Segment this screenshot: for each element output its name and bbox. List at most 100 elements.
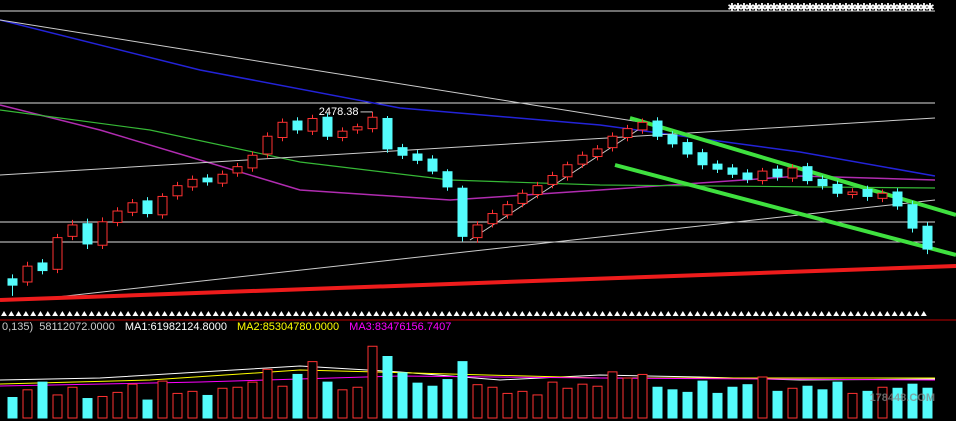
candle-body bbox=[457, 187, 468, 237]
volume-bar bbox=[397, 372, 408, 419]
volume-bar bbox=[112, 391, 123, 419]
marker bbox=[366, 311, 372, 316]
marker bbox=[66, 311, 73, 316]
candle-body bbox=[577, 154, 588, 165]
marker bbox=[855, 311, 862, 316]
marker bbox=[44, 311, 51, 316]
candle-body bbox=[277, 121, 288, 139]
volume-bar bbox=[277, 385, 288, 419]
marker bbox=[913, 311, 920, 316]
marker bbox=[752, 311, 759, 316]
candle-body bbox=[412, 153, 423, 161]
candle-body bbox=[682, 142, 693, 155]
marker bbox=[512, 311, 518, 316]
marker bbox=[95, 311, 102, 316]
marker bbox=[636, 311, 643, 316]
candle-body bbox=[592, 148, 603, 158]
marker bbox=[453, 311, 460, 316]
marker bbox=[278, 311, 285, 316]
volume-bar bbox=[142, 399, 153, 419]
volume-bar bbox=[502, 392, 513, 419]
marker bbox=[183, 311, 190, 316]
marker bbox=[212, 311, 219, 316]
volume-bar bbox=[757, 376, 768, 419]
marker: ✱ bbox=[799, 2, 808, 14]
volume-bar bbox=[187, 390, 198, 419]
marker bbox=[570, 311, 577, 316]
marker: ✱ bbox=[925, 2, 934, 14]
marker bbox=[898, 311, 905, 316]
volume-bar bbox=[772, 390, 783, 419]
marker bbox=[606, 311, 613, 316]
marker bbox=[847, 311, 854, 316]
volume-bar bbox=[202, 394, 213, 419]
marker bbox=[190, 311, 197, 316]
volume-bar bbox=[82, 398, 93, 419]
marker bbox=[117, 311, 124, 316]
marker bbox=[154, 311, 161, 316]
marker: ✱ bbox=[847, 2, 856, 14]
marker bbox=[74, 311, 80, 316]
marker bbox=[168, 311, 175, 316]
marker bbox=[387, 311, 394, 316]
candle-body bbox=[787, 167, 798, 179]
marker bbox=[782, 311, 789, 316]
candle-body bbox=[472, 224, 483, 239]
marker: ✱ bbox=[859, 2, 868, 14]
marker: ✱ bbox=[823, 2, 832, 14]
volume-bar bbox=[847, 392, 858, 419]
marker bbox=[709, 311, 716, 316]
marker bbox=[52, 311, 59, 316]
volume-bar bbox=[667, 389, 678, 419]
marker bbox=[358, 311, 365, 316]
volume-bar bbox=[262, 368, 273, 419]
volume-bar bbox=[577, 383, 588, 419]
marker bbox=[256, 311, 263, 316]
marker bbox=[884, 311, 891, 316]
volume-bar bbox=[292, 373, 303, 419]
candle-body bbox=[712, 163, 723, 170]
candle-body bbox=[37, 262, 48, 272]
marker bbox=[738, 311, 745, 316]
volume-bar bbox=[247, 381, 258, 419]
volume-bar bbox=[547, 381, 558, 419]
volume-bar bbox=[907, 383, 918, 419]
marker: ✱ bbox=[793, 2, 802, 14]
marker: ✱ bbox=[865, 2, 874, 14]
candle-body bbox=[217, 173, 228, 184]
marker bbox=[862, 311, 869, 316]
volume-bar bbox=[367, 345, 378, 419]
marker bbox=[599, 311, 606, 316]
marker bbox=[563, 311, 570, 316]
candle-body bbox=[397, 147, 408, 156]
candle-body bbox=[232, 166, 243, 174]
trend-line bbox=[0, 117, 936, 176]
trend-line bbox=[29, 199, 936, 301]
candle-body bbox=[772, 168, 783, 178]
volume-bar bbox=[697, 380, 708, 419]
candle-body bbox=[307, 117, 318, 132]
volume-bar bbox=[682, 391, 693, 419]
volume-bar bbox=[37, 381, 48, 419]
candle-body bbox=[292, 120, 303, 131]
support-line bbox=[0, 264, 956, 302]
candle-body bbox=[247, 154, 258, 169]
marker bbox=[110, 311, 117, 316]
volume-bar bbox=[742, 384, 753, 419]
marker bbox=[592, 311, 599, 316]
marker bbox=[103, 311, 110, 316]
marker bbox=[731, 311, 737, 316]
marker bbox=[906, 311, 913, 316]
candle-body bbox=[127, 202, 138, 213]
marker: ✱ bbox=[763, 2, 772, 14]
marker bbox=[139, 311, 146, 316]
volume-bar bbox=[217, 387, 228, 419]
marker: ✱ bbox=[745, 2, 754, 14]
marker bbox=[687, 311, 694, 316]
marker bbox=[621, 311, 628, 316]
candle-body bbox=[382, 117, 393, 150]
volume-bar bbox=[607, 371, 618, 419]
candle-body bbox=[427, 158, 438, 172]
marker bbox=[825, 311, 832, 316]
volume-bar bbox=[442, 379, 453, 419]
